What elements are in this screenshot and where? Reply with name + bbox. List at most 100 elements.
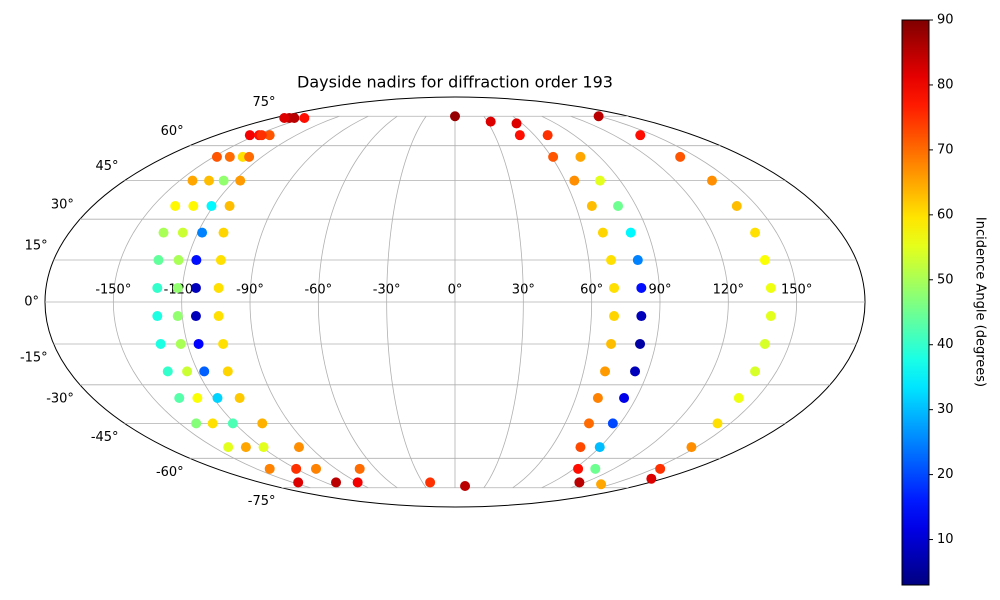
y-tick-label: -45° xyxy=(91,430,119,445)
data-point xyxy=(750,366,761,377)
data-point xyxy=(289,112,300,123)
data-point xyxy=(155,338,166,349)
data-point xyxy=(630,366,641,377)
data-point xyxy=(311,463,322,474)
data-point xyxy=(264,463,275,474)
y-tick-label: 30° xyxy=(51,198,74,213)
colorbar-label: Incidence Angle (degrees) xyxy=(973,217,988,387)
data-point xyxy=(606,255,617,266)
data-point xyxy=(191,255,202,266)
data-point xyxy=(574,477,585,488)
grid-line xyxy=(181,115,340,489)
data-point xyxy=(193,338,204,349)
data-point xyxy=(586,201,597,212)
data-point xyxy=(759,338,770,349)
data-point xyxy=(485,116,496,127)
data-point xyxy=(759,255,770,266)
data-point xyxy=(218,338,229,349)
data-point xyxy=(542,130,553,141)
data-point xyxy=(594,442,605,453)
data-point xyxy=(291,463,302,474)
data-point xyxy=(293,477,304,488)
data-point xyxy=(218,175,229,186)
data-point xyxy=(213,311,224,322)
data-point xyxy=(731,201,742,212)
data-point xyxy=(197,227,208,238)
grid-line xyxy=(249,115,369,489)
data-point xyxy=(190,282,201,293)
data-point xyxy=(279,112,290,123)
data-point xyxy=(174,392,185,403)
data-point xyxy=(511,118,522,129)
data-point xyxy=(636,282,647,293)
data-point xyxy=(153,255,164,266)
data-point xyxy=(675,151,686,162)
data-point xyxy=(609,311,620,322)
data-point xyxy=(175,338,186,349)
data-point xyxy=(204,175,215,186)
data-point xyxy=(595,175,606,186)
x-tick-label: -60° xyxy=(304,283,332,298)
data-point xyxy=(188,201,199,212)
data-point xyxy=(600,366,611,377)
grid-line xyxy=(386,116,427,488)
data-point xyxy=(613,201,624,212)
data-point xyxy=(258,442,269,453)
data-point xyxy=(264,130,275,141)
data-point xyxy=(609,282,620,293)
x-tick-label: 0° xyxy=(448,283,463,298)
data-point xyxy=(172,282,183,293)
y-tick-label: 0° xyxy=(24,295,39,310)
data-point xyxy=(596,479,607,490)
colorbar-tick-label: 60 xyxy=(937,207,954,222)
data-point xyxy=(575,151,586,162)
x-tick-label: 90° xyxy=(648,283,671,298)
data-point xyxy=(199,366,210,377)
data-point xyxy=(686,442,697,453)
colorbar xyxy=(901,19,930,586)
grid-line xyxy=(483,116,524,488)
data-point xyxy=(223,442,234,453)
x-tick-label: 60° xyxy=(580,283,603,298)
data-point xyxy=(636,311,647,322)
data-point xyxy=(569,175,580,186)
grid-line xyxy=(317,115,398,489)
colorbar-tick-label: 30 xyxy=(937,402,954,417)
grid-line xyxy=(541,115,661,489)
data-point xyxy=(182,366,193,377)
data-point xyxy=(354,463,365,474)
colorbar-tick-label: 40 xyxy=(937,337,954,352)
data-point xyxy=(765,282,776,293)
colorbar-tick-label: 50 xyxy=(937,272,954,287)
grid-line xyxy=(112,115,311,489)
data-point xyxy=(244,130,255,141)
data-point xyxy=(191,418,202,429)
data-point xyxy=(765,311,776,322)
data-point xyxy=(750,227,761,238)
y-tick-label: -30° xyxy=(46,391,74,406)
data-point xyxy=(655,463,666,474)
data-point xyxy=(190,311,201,322)
chart-title: Dayside nadirs for diffraction order 193 xyxy=(297,73,613,92)
data-point xyxy=(607,418,618,429)
colorbar-tick-label: 80 xyxy=(937,77,954,92)
x-tick-label: 120° xyxy=(713,283,744,298)
data-point xyxy=(573,463,584,474)
data-point xyxy=(187,175,198,186)
data-point xyxy=(425,477,436,488)
data-point xyxy=(152,282,163,293)
y-tick-label: -75° xyxy=(248,494,276,509)
data-point xyxy=(224,201,235,212)
data-point xyxy=(293,442,304,453)
data-point xyxy=(460,481,471,492)
y-tick-label: 45° xyxy=(96,159,119,174)
data-point xyxy=(227,418,238,429)
data-point xyxy=(592,392,603,403)
data-point xyxy=(162,366,173,377)
x-tick-label: -30° xyxy=(373,283,401,298)
x-tick-label: -90° xyxy=(236,283,264,298)
data-point xyxy=(218,227,229,238)
data-point xyxy=(244,151,255,162)
colorbar-tick-label: 90 xyxy=(937,13,954,28)
